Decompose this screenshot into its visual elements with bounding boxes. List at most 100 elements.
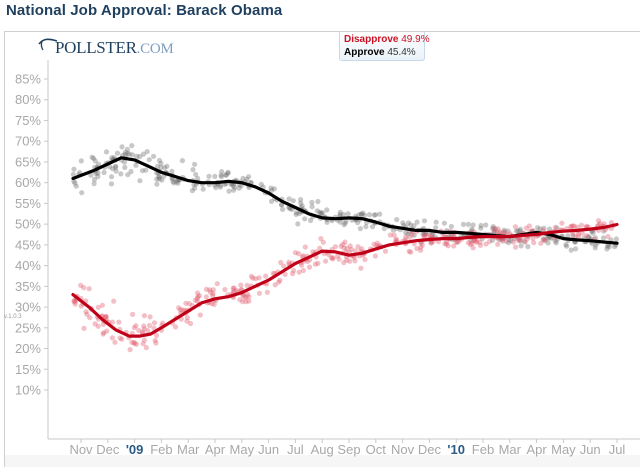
- poll-point-disapprove[interactable]: [422, 232, 428, 238]
- poll-point-approve[interactable]: [505, 228, 511, 234]
- poll-point-approve[interactable]: [171, 180, 177, 186]
- poll-point-approve[interactable]: [156, 174, 162, 180]
- poll-point-disapprove[interactable]: [502, 229, 508, 235]
- poll-point-approve[interactable]: [377, 211, 383, 217]
- poll-point-approve[interactable]: [114, 150, 121, 156]
- poll-point-approve[interactable]: [501, 229, 507, 236]
- poll-point-disapprove[interactable]: [513, 244, 519, 250]
- poll-point-approve[interactable]: [421, 231, 427, 237]
- poll-point-disapprove[interactable]: [291, 267, 297, 274]
- poll-point-disapprove[interactable]: [530, 235, 536, 241]
- poll-point-disapprove[interactable]: [584, 223, 590, 229]
- poll-point-disapprove[interactable]: [286, 259, 292, 265]
- poll-point-approve[interactable]: [139, 168, 146, 174]
- poll-point-disapprove[interactable]: [153, 340, 159, 346]
- poll-point-disapprove[interactable]: [272, 282, 278, 288]
- poll-point-approve[interactable]: [126, 151, 132, 157]
- poll-point-disapprove[interactable]: [474, 238, 480, 244]
- poll-point-approve[interactable]: [308, 217, 314, 224]
- poll-point-disapprove[interactable]: [119, 336, 125, 342]
- poll-point-disapprove[interactable]: [312, 261, 318, 267]
- poll-point-disapprove[interactable]: [296, 269, 302, 275]
- poll-point-disapprove[interactable]: [245, 291, 251, 297]
- poll-point-approve[interactable]: [517, 226, 524, 232]
- poll-point-disapprove[interactable]: [87, 315, 93, 321]
- poll-point-approve[interactable]: [193, 171, 199, 178]
- poll-point-disapprove[interactable]: [151, 325, 157, 331]
- poll-point-disapprove[interactable]: [454, 239, 460, 246]
- poll-point-approve[interactable]: [525, 244, 531, 250]
- poll-point-approve[interactable]: [113, 163, 119, 169]
- poll-point-approve[interactable]: [501, 227, 507, 233]
- poll-point-approve[interactable]: [317, 209, 323, 215]
- poll-point-approve[interactable]: [340, 211, 347, 218]
- poll-point-approve[interactable]: [151, 153, 157, 159]
- poll-point-approve[interactable]: [372, 212, 379, 218]
- poll-point-disapprove[interactable]: [179, 307, 185, 313]
- poll-point-approve[interactable]: [568, 247, 574, 253]
- poll-point-approve[interactable]: [109, 155, 115, 161]
- poll-point-approve[interactable]: [195, 175, 201, 182]
- poll-point-disapprove[interactable]: [117, 335, 123, 341]
- poll-point-disapprove[interactable]: [568, 224, 574, 230]
- poll-point-disapprove[interactable]: [83, 309, 89, 315]
- poll-point-approve[interactable]: [563, 242, 569, 248]
- poll-point-approve[interactable]: [405, 220, 412, 226]
- poll-point-disapprove[interactable]: [491, 226, 497, 232]
- poll-point-approve[interactable]: [88, 172, 94, 178]
- poll-point-disapprove[interactable]: [296, 251, 302, 257]
- poll-point-disapprove[interactable]: [99, 302, 105, 308]
- poll-point-disapprove[interactable]: [276, 279, 282, 285]
- poll-point-disapprove[interactable]: [300, 267, 306, 274]
- poll-point-disapprove[interactable]: [141, 323, 147, 329]
- poll-point-disapprove[interactable]: [81, 285, 87, 291]
- poll-point-approve[interactable]: [489, 237, 496, 243]
- poll-point-approve[interactable]: [586, 234, 592, 240]
- poll-point-approve[interactable]: [411, 223, 417, 229]
- poll-point-disapprove[interactable]: [133, 341, 139, 347]
- poll-point-approve[interactable]: [240, 175, 246, 181]
- poll-point-approve[interactable]: [119, 144, 125, 150]
- poll-point-approve[interactable]: [129, 143, 135, 149]
- poll-point-disapprove[interactable]: [203, 286, 209, 292]
- poll-point-approve[interactable]: [381, 226, 387, 232]
- poll-point-disapprove[interactable]: [250, 275, 256, 281]
- poll-point-approve[interactable]: [492, 229, 498, 235]
- poll-point-approve[interactable]: [420, 231, 426, 237]
- poll-point-disapprove[interactable]: [210, 287, 216, 293]
- poll-point-disapprove[interactable]: [552, 224, 559, 230]
- poll-point-disapprove[interactable]: [248, 273, 255, 279]
- poll-point-disapprove[interactable]: [290, 271, 296, 277]
- poll-point-approve[interactable]: [366, 212, 373, 218]
- poll-point-approve[interactable]: [600, 235, 607, 241]
- poll-point-disapprove[interactable]: [81, 325, 87, 331]
- poll-point-approve[interactable]: [517, 228, 523, 234]
- poll-point-disapprove[interactable]: [442, 241, 448, 247]
- poll-point-disapprove[interactable]: [238, 282, 244, 288]
- poll-point-disapprove[interactable]: [318, 236, 324, 242]
- poll-point-disapprove[interactable]: [605, 233, 611, 240]
- poll-point-disapprove[interactable]: [211, 301, 217, 307]
- poll-point-approve[interactable]: [179, 158, 185, 164]
- poll-point-approve[interactable]: [108, 181, 115, 187]
- poll-point-approve[interactable]: [236, 185, 242, 191]
- legend-approve[interactable]: Approve 45.4%: [344, 46, 420, 59]
- poll-point-disapprove[interactable]: [340, 241, 346, 247]
- poll-point-disapprove[interactable]: [183, 300, 189, 306]
- poll-point-approve[interactable]: [154, 181, 160, 187]
- poll-point-approve[interactable]: [408, 222, 414, 228]
- poll-point-disapprove[interactable]: [371, 241, 377, 247]
- poll-point-disapprove[interactable]: [575, 224, 581, 230]
- poll-point-approve[interactable]: [206, 173, 212, 179]
- poll-point-approve[interactable]: [490, 225, 496, 232]
- poll-point-disapprove[interactable]: [243, 299, 249, 305]
- poll-point-approve[interactable]: [164, 163, 170, 169]
- poll-point-approve[interactable]: [606, 244, 612, 250]
- poll-point-approve[interactable]: [573, 246, 579, 252]
- poll-point-approve[interactable]: [546, 235, 553, 241]
- poll-point-disapprove[interactable]: [608, 219, 615, 226]
- poll-point-approve[interactable]: [513, 228, 520, 234]
- poll-point-disapprove[interactable]: [140, 341, 146, 347]
- poll-point-approve[interactable]: [369, 224, 376, 230]
- poll-point-approve[interactable]: [125, 172, 131, 178]
